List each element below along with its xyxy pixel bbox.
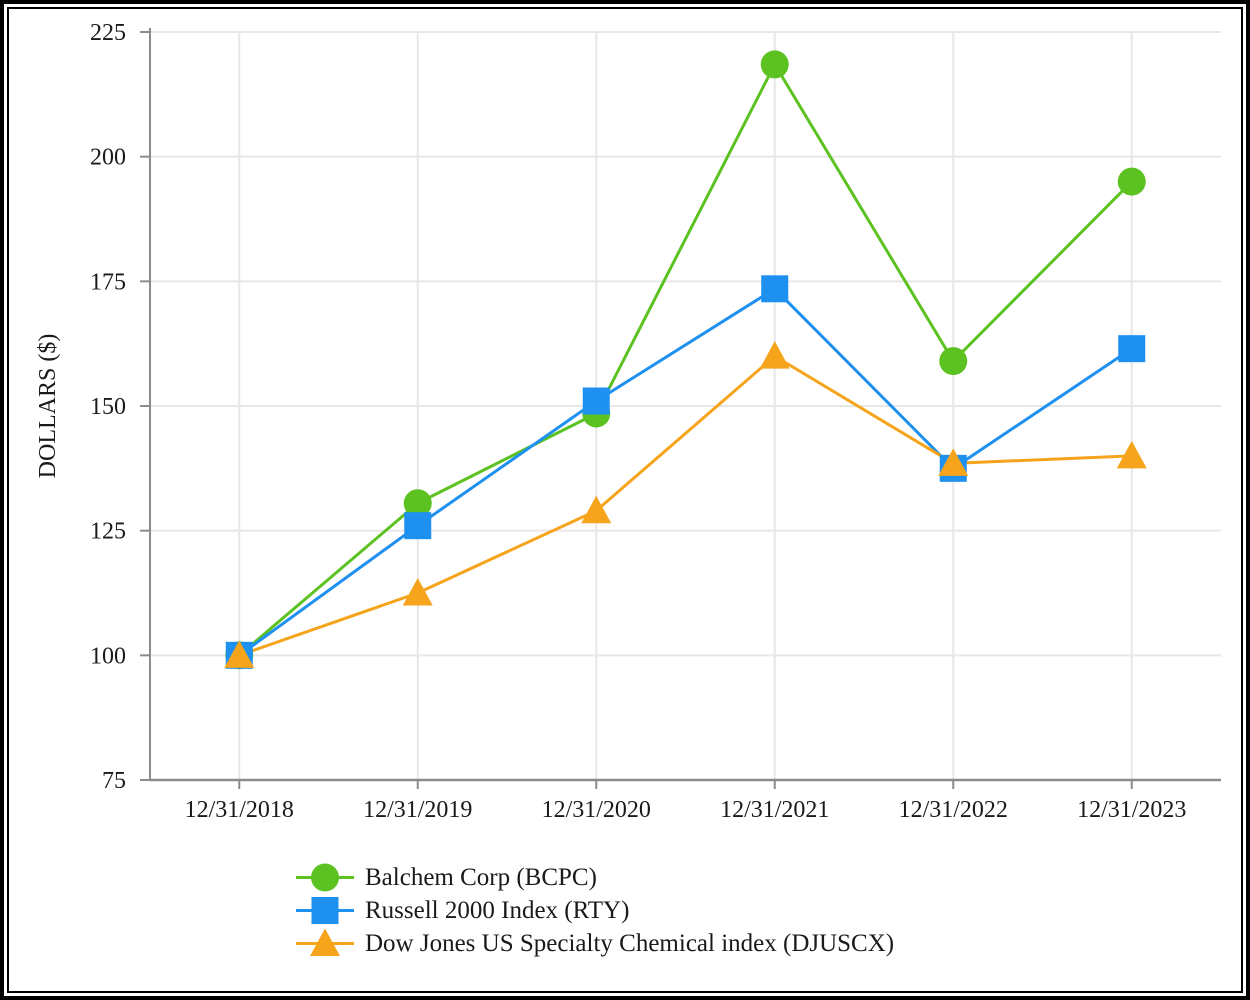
y-tick-label: 225 [90,20,126,46]
x-tick-label: 12/31/2019 [363,797,472,823]
series-line-0 [238,62,1133,657]
data-point-s2-x1 [402,578,433,606]
data-point-s1-x2 [582,387,610,415]
legend-item-bcpc: Balchem Corp (BCPC) [296,861,894,894]
x-tick-label: 12/31/2021 [720,797,829,823]
y-tick-label: 150 [90,394,126,420]
legend-label-bcpc: Balchem Corp (BCPC) [365,864,597,891]
x-tick-label: 12/31/2023 [1077,797,1186,823]
legend-marker-square [311,897,339,924]
x-tick-label: 12/31/2022 [899,797,1008,823]
data-point-s0-x4 [939,347,968,376]
series-line-1 [238,287,1133,657]
data-point-s0-x3 [760,50,789,79]
series-line-2 [238,354,1132,657]
legend-marker-triangle [310,928,340,956]
y-tick-label: 100 [90,643,126,669]
legend-label-rty: Russell 2000 Index (RTY) [365,897,630,924]
chart-legend: Balchem Corp (BCPC) Russell 2000 Index (… [296,861,894,960]
legend-marker-circle [311,863,339,892]
data-point-s1-x5 [1118,335,1146,363]
legend-item-rty: Russell 2000 Index (RTY) [296,894,894,927]
data-point-s1-x3 [761,275,789,303]
data-point-s0-x1 [403,489,432,518]
data-point-s2-x2 [581,495,612,524]
y-tick-label: 175 [90,269,126,295]
x-tick-label: 12/31/2020 [542,797,651,823]
legend-square-marker-icon [296,897,354,924]
y-axis-title: DOLLARS ($) [35,334,61,479]
legend-circle-marker-icon [296,863,354,892]
x-tick-label: 12/31/2018 [185,797,294,823]
data-point-s1-x1 [404,512,432,540]
data-point-s2-x5 [1116,440,1147,469]
data-point-s2-x3 [759,341,790,369]
data-point-s2-x0 [224,640,255,668]
y-tick-label: 125 [90,519,126,545]
data-point-s2-x4 [938,448,969,476]
data-point-s0-x5 [1117,167,1146,196]
legend-label-djuscx: Dow Jones US Specialty Chemical index (D… [365,930,895,957]
legend-triangle-marker-icon [296,928,354,956]
legend-item-djuscx: Dow Jones US Specialty Chemical index (D… [296,927,894,960]
y-tick-label: 200 [90,145,126,171]
y-tick-label: 75 [102,768,126,794]
